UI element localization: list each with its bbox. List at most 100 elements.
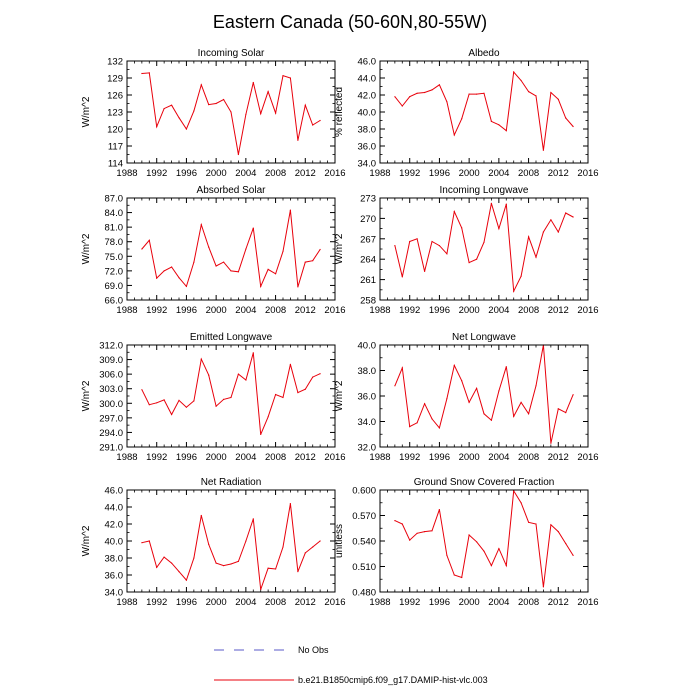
panel-emitted-longwave: Emitted Longwave W/m^2 1988 1992 1996 2000 200… — [81, 332, 346, 463]
y-tick-label: 34.0 — [358, 159, 377, 170]
data-point — [282, 75, 284, 77]
plot-frame — [126, 344, 336, 448]
data-point — [156, 402, 158, 404]
x-tick-label: 1992 — [399, 452, 420, 463]
data-point — [416, 532, 418, 534]
data-point — [200, 84, 202, 86]
data-point — [461, 227, 463, 229]
panel-title: Emitted Longwave — [190, 332, 273, 343]
data-point — [513, 71, 515, 73]
y-tick-label: 44.0 — [105, 503, 124, 514]
data-point — [557, 531, 559, 533]
y-tick-label: 0.540 — [352, 537, 376, 548]
x-tick-label: 2000 — [459, 597, 480, 608]
data-point — [535, 95, 537, 97]
x-tick-label: 1992 — [146, 168, 167, 179]
data-point — [193, 557, 195, 559]
data-point — [208, 246, 210, 248]
data-point — [275, 273, 277, 275]
data-point — [193, 400, 195, 402]
data-point — [528, 521, 530, 523]
data-point — [148, 72, 150, 74]
y-tick-label: 32.0 — [358, 443, 377, 454]
data-point — [289, 77, 291, 79]
data-point — [461, 576, 463, 579]
data-point — [394, 245, 396, 247]
x-tick-label: 2012 — [548, 597, 569, 608]
data-point — [260, 113, 262, 115]
data-point — [319, 119, 321, 122]
data-point — [431, 89, 433, 91]
data-point — [446, 101, 448, 103]
y-tick-label: 300.0 — [99, 399, 123, 410]
x-tick-label: 2012 — [295, 168, 316, 179]
data-point — [282, 396, 284, 399]
data-point — [171, 413, 173, 416]
data-point — [156, 277, 158, 279]
y-tick-label: 309.0 — [99, 355, 123, 366]
data-point — [312, 376, 314, 378]
data-point — [163, 399, 165, 401]
x-tick-label: 2000 — [206, 168, 227, 179]
data-point — [260, 588, 262, 591]
data-point — [401, 523, 403, 525]
y-tick-label: 40.0 — [358, 108, 377, 119]
y-tick-label: 69.0 — [105, 281, 124, 292]
data-point — [319, 373, 321, 375]
data-point — [468, 401, 470, 403]
data-point — [535, 523, 537, 525]
data-point — [424, 531, 426, 533]
y-tick-label: 267 — [360, 234, 376, 245]
data-point — [148, 540, 150, 542]
y-tick-label: 294.0 — [99, 428, 123, 439]
data-point — [468, 93, 470, 95]
data-point — [148, 239, 150, 241]
x-tick-label: 2004 — [488, 168, 509, 179]
data-point — [476, 258, 478, 260]
data-point — [252, 227, 254, 229]
figure-title: Eastern Canada (50-60N,80-55W) — [213, 12, 487, 32]
y-axis-label: W/m^2 — [334, 380, 345, 411]
data-point — [200, 514, 202, 517]
data-point — [208, 374, 210, 376]
data-point — [498, 124, 500, 126]
series-line — [141, 503, 321, 590]
data-point — [185, 285, 187, 287]
panel-albedo: Albedo % reflected 1988 1992 1996 2000 2004 200… — [334, 48, 599, 179]
y-axis-label: % reflected — [334, 87, 345, 137]
x-tick-label: 2004 — [235, 597, 256, 608]
panel-absorbed-solar: Absorbed Solar W/m^2 1988 1992 1996 2000 2004 2… — [81, 185, 346, 316]
data-point — [461, 118, 463, 120]
x-tick-label: 1992 — [146, 305, 167, 316]
x-tick-label: 1988 — [369, 452, 390, 463]
data-point — [535, 256, 537, 258]
data-point — [528, 236, 530, 238]
y-tick-label: 36.0 — [105, 571, 124, 582]
y-tick-label: 84.0 — [105, 208, 124, 219]
data-point — [237, 153, 239, 156]
data-point — [476, 93, 478, 95]
data-point — [505, 130, 507, 132]
panel-title: Albedo — [468, 48, 500, 59]
data-point — [185, 128, 187, 130]
x-tick-label: 2004 — [488, 305, 509, 316]
panel-incoming-longwave: Incoming Longwave W/m^2 1988 1992 1996 2000 20… — [334, 185, 599, 316]
data-point — [520, 401, 522, 403]
x-tick-label: 1988 — [116, 452, 137, 463]
panel-net-longwave: Net Longwave W/m^2 1988 1992 1996 2000 2004 200… — [334, 332, 599, 463]
data-point — [565, 117, 567, 119]
y-tick-label: 264 — [360, 255, 376, 266]
series-line — [394, 489, 574, 587]
series-line — [141, 210, 321, 289]
data-point — [297, 392, 299, 394]
series-line — [394, 344, 574, 444]
x-tick-label: 1992 — [399, 168, 420, 179]
data-point — [453, 134, 455, 136]
data-point — [535, 385, 537, 387]
x-tick-label: 2004 — [488, 452, 509, 463]
x-tick-label: 1996 — [176, 168, 197, 179]
data-point — [572, 125, 574, 128]
plot-frame — [379, 197, 589, 301]
data-point — [476, 541, 478, 543]
data-point — [223, 98, 225, 101]
